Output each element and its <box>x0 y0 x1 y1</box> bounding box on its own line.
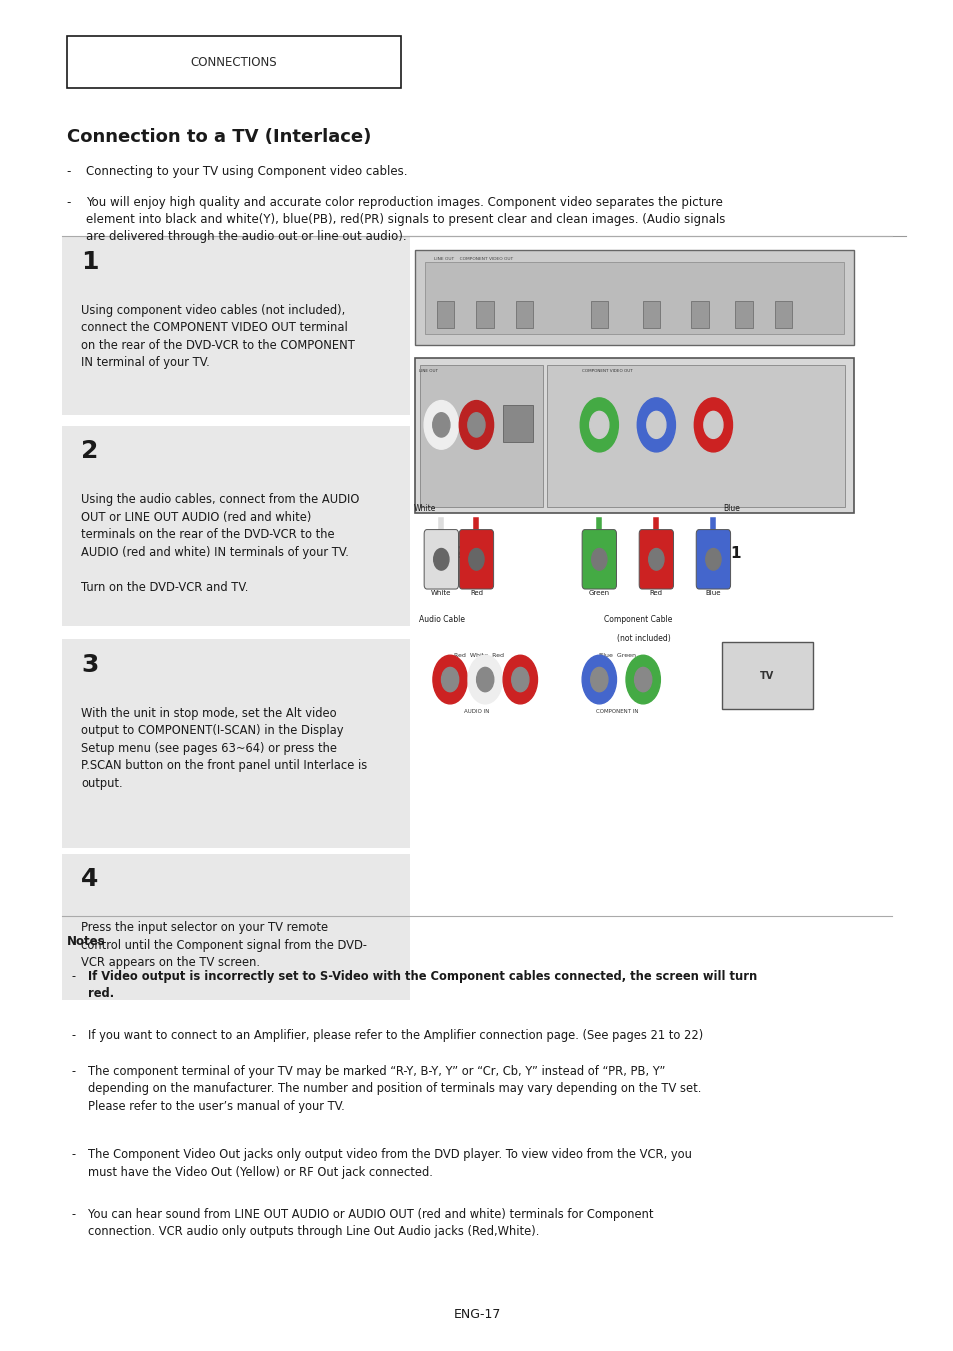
Circle shape <box>433 413 450 438</box>
Text: 3: 3 <box>81 653 98 677</box>
FancyBboxPatch shape <box>67 36 400 88</box>
Circle shape <box>625 655 659 704</box>
Circle shape <box>581 655 616 704</box>
Circle shape <box>502 655 537 704</box>
Text: 2: 2 <box>81 439 98 463</box>
FancyBboxPatch shape <box>436 301 454 328</box>
Circle shape <box>590 667 607 692</box>
Text: 4: 4 <box>81 867 98 892</box>
Text: ENG-17: ENG-17 <box>453 1308 500 1321</box>
FancyBboxPatch shape <box>639 530 673 589</box>
Circle shape <box>705 549 720 570</box>
Text: Connecting to your TV using Component video cables.: Connecting to your TV using Component vi… <box>86 165 407 178</box>
FancyBboxPatch shape <box>774 301 791 328</box>
Circle shape <box>434 549 449 570</box>
Text: If you want to connect to an Amplifier, please refer to the Amplifier connection: If you want to connect to an Amplifier, … <box>88 1029 702 1043</box>
Circle shape <box>591 549 606 570</box>
FancyBboxPatch shape <box>62 426 410 626</box>
Text: Using the audio cables, connect from the AUDIO
OUT or LINE OUT AUDIO (red and wh: Using the audio cables, connect from the… <box>81 493 359 593</box>
Text: White: White <box>414 504 436 513</box>
Circle shape <box>648 549 663 570</box>
Text: -: - <box>67 165 71 178</box>
Circle shape <box>579 399 618 451</box>
FancyBboxPatch shape <box>590 301 607 328</box>
FancyBboxPatch shape <box>581 530 616 589</box>
FancyBboxPatch shape <box>424 262 843 334</box>
Text: 2: 2 <box>453 546 464 562</box>
FancyBboxPatch shape <box>476 301 493 328</box>
Text: You will enjoy high quality and accurate color reproduction images. Component vi: You will enjoy high quality and accurate… <box>86 196 724 243</box>
Circle shape <box>589 411 608 438</box>
Circle shape <box>468 655 502 704</box>
Text: 1: 1 <box>81 250 98 274</box>
FancyBboxPatch shape <box>696 530 730 589</box>
Circle shape <box>458 401 493 449</box>
Text: -: - <box>71 1029 75 1043</box>
Text: -: - <box>71 1148 75 1162</box>
Text: If Video output is incorrectly set to S-Video with the Component cables connecte: If Video output is incorrectly set to S-… <box>88 970 757 1000</box>
FancyBboxPatch shape <box>458 530 493 589</box>
Text: With the unit in stop mode, set the Alt video
output to COMPONENT(I-SCAN) in the: With the unit in stop mode, set the Alt … <box>81 707 367 789</box>
Text: Component Cable: Component Cable <box>603 615 671 624</box>
Text: Notes: Notes <box>67 935 105 948</box>
Text: Green: Green <box>588 590 609 596</box>
Circle shape <box>433 655 467 704</box>
Text: Red: Red <box>470 590 482 596</box>
FancyBboxPatch shape <box>721 642 812 709</box>
Circle shape <box>703 411 722 438</box>
Text: Red: Red <box>649 590 662 596</box>
Text: -: - <box>71 1208 75 1221</box>
Circle shape <box>511 667 528 692</box>
Circle shape <box>467 413 484 438</box>
FancyBboxPatch shape <box>691 301 708 328</box>
Circle shape <box>468 549 483 570</box>
Text: -: - <box>71 1065 75 1078</box>
Circle shape <box>424 401 458 449</box>
Text: TV: TV <box>760 670 774 681</box>
Text: Blue: Blue <box>705 590 720 596</box>
FancyBboxPatch shape <box>735 301 752 328</box>
Text: Connection to a TV (Interlace): Connection to a TV (Interlace) <box>67 128 371 146</box>
Text: (not included): (not included) <box>617 634 670 643</box>
Text: -: - <box>67 196 71 209</box>
Text: Blue: Blue <box>722 504 739 513</box>
Circle shape <box>694 399 732 451</box>
Text: The Component Video Out jacks only output video from the DVD player. To view vid: The Component Video Out jacks only outpu… <box>88 1148 691 1178</box>
Text: COMPONENT IN: COMPONENT IN <box>595 709 638 715</box>
Text: CONNECTIONS: CONNECTIONS <box>191 55 276 69</box>
Text: White: White <box>431 590 451 596</box>
Text: Audio Cable: Audio Cable <box>419 615 465 624</box>
Text: The component terminal of your TV may be marked “R-Y, B-Y, Y” or “Cr, Cb, Y” ins: The component terminal of your TV may be… <box>88 1065 700 1113</box>
Text: Red  White  Red: Red White Red <box>454 653 504 658</box>
FancyBboxPatch shape <box>62 236 410 415</box>
FancyBboxPatch shape <box>415 358 853 513</box>
Text: LINE OUT: LINE OUT <box>419 369 438 373</box>
Text: AUDIO IN: AUDIO IN <box>463 709 489 715</box>
FancyBboxPatch shape <box>62 854 410 1000</box>
FancyBboxPatch shape <box>516 301 533 328</box>
Circle shape <box>637 399 675 451</box>
Text: -: - <box>71 970 75 984</box>
FancyBboxPatch shape <box>415 250 853 345</box>
Circle shape <box>441 667 458 692</box>
Circle shape <box>634 667 651 692</box>
FancyBboxPatch shape <box>424 530 458 589</box>
FancyBboxPatch shape <box>419 365 542 507</box>
Circle shape <box>646 411 665 438</box>
FancyBboxPatch shape <box>502 405 533 443</box>
Text: COMPONENT VIDEO OUT: COMPONENT VIDEO OUT <box>581 369 632 373</box>
FancyBboxPatch shape <box>546 365 844 507</box>
FancyBboxPatch shape <box>642 301 659 328</box>
Text: Using component video cables (not included),
connect the COMPONENT VIDEO OUT ter: Using component video cables (not includ… <box>81 304 355 369</box>
Text: Blue  Green: Blue Green <box>598 653 636 658</box>
Text: You can hear sound from LINE OUT AUDIO or AUDIO OUT (red and white) terminals fo: You can hear sound from LINE OUT AUDIO o… <box>88 1208 653 1238</box>
Text: Press the input selector on your TV remote
control until the Component signal fr: Press the input selector on your TV remo… <box>81 921 367 970</box>
Circle shape <box>476 667 494 692</box>
FancyBboxPatch shape <box>62 639 410 848</box>
Text: LINE OUT    COMPONENT VIDEO OUT: LINE OUT COMPONENT VIDEO OUT <box>434 257 513 261</box>
Text: 1: 1 <box>729 546 740 562</box>
